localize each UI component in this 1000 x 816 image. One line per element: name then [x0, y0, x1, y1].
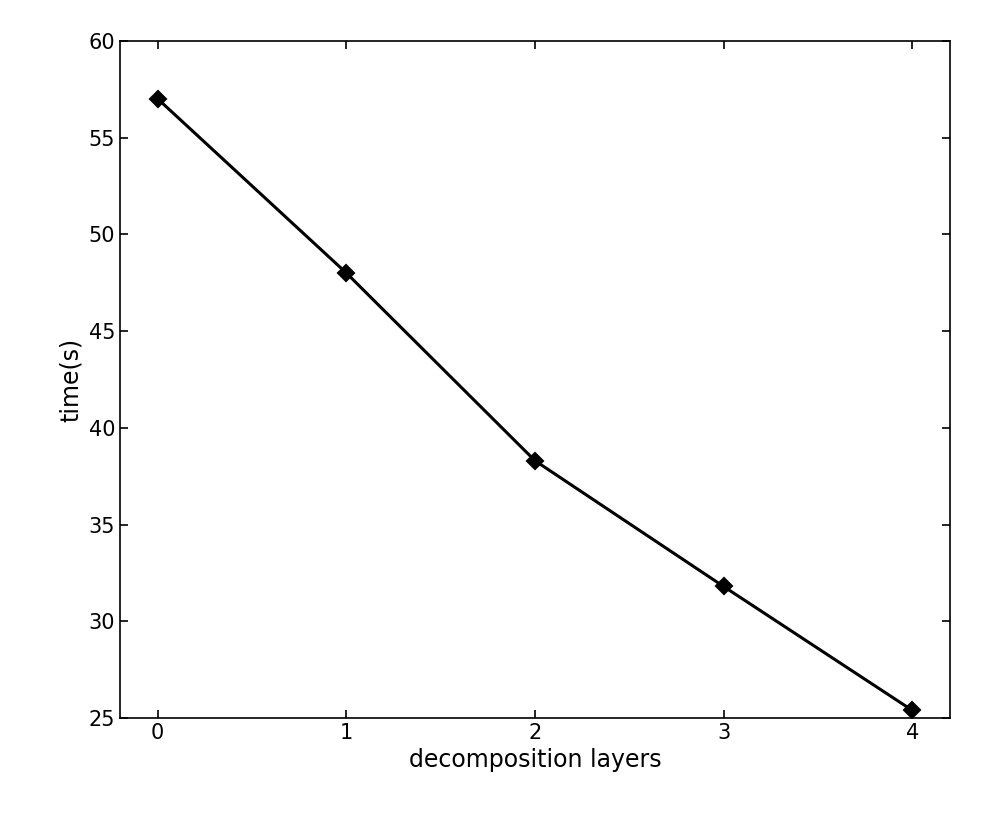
- Y-axis label: time(s): time(s): [59, 337, 83, 422]
- X-axis label: decomposition layers: decomposition layers: [409, 748, 661, 773]
